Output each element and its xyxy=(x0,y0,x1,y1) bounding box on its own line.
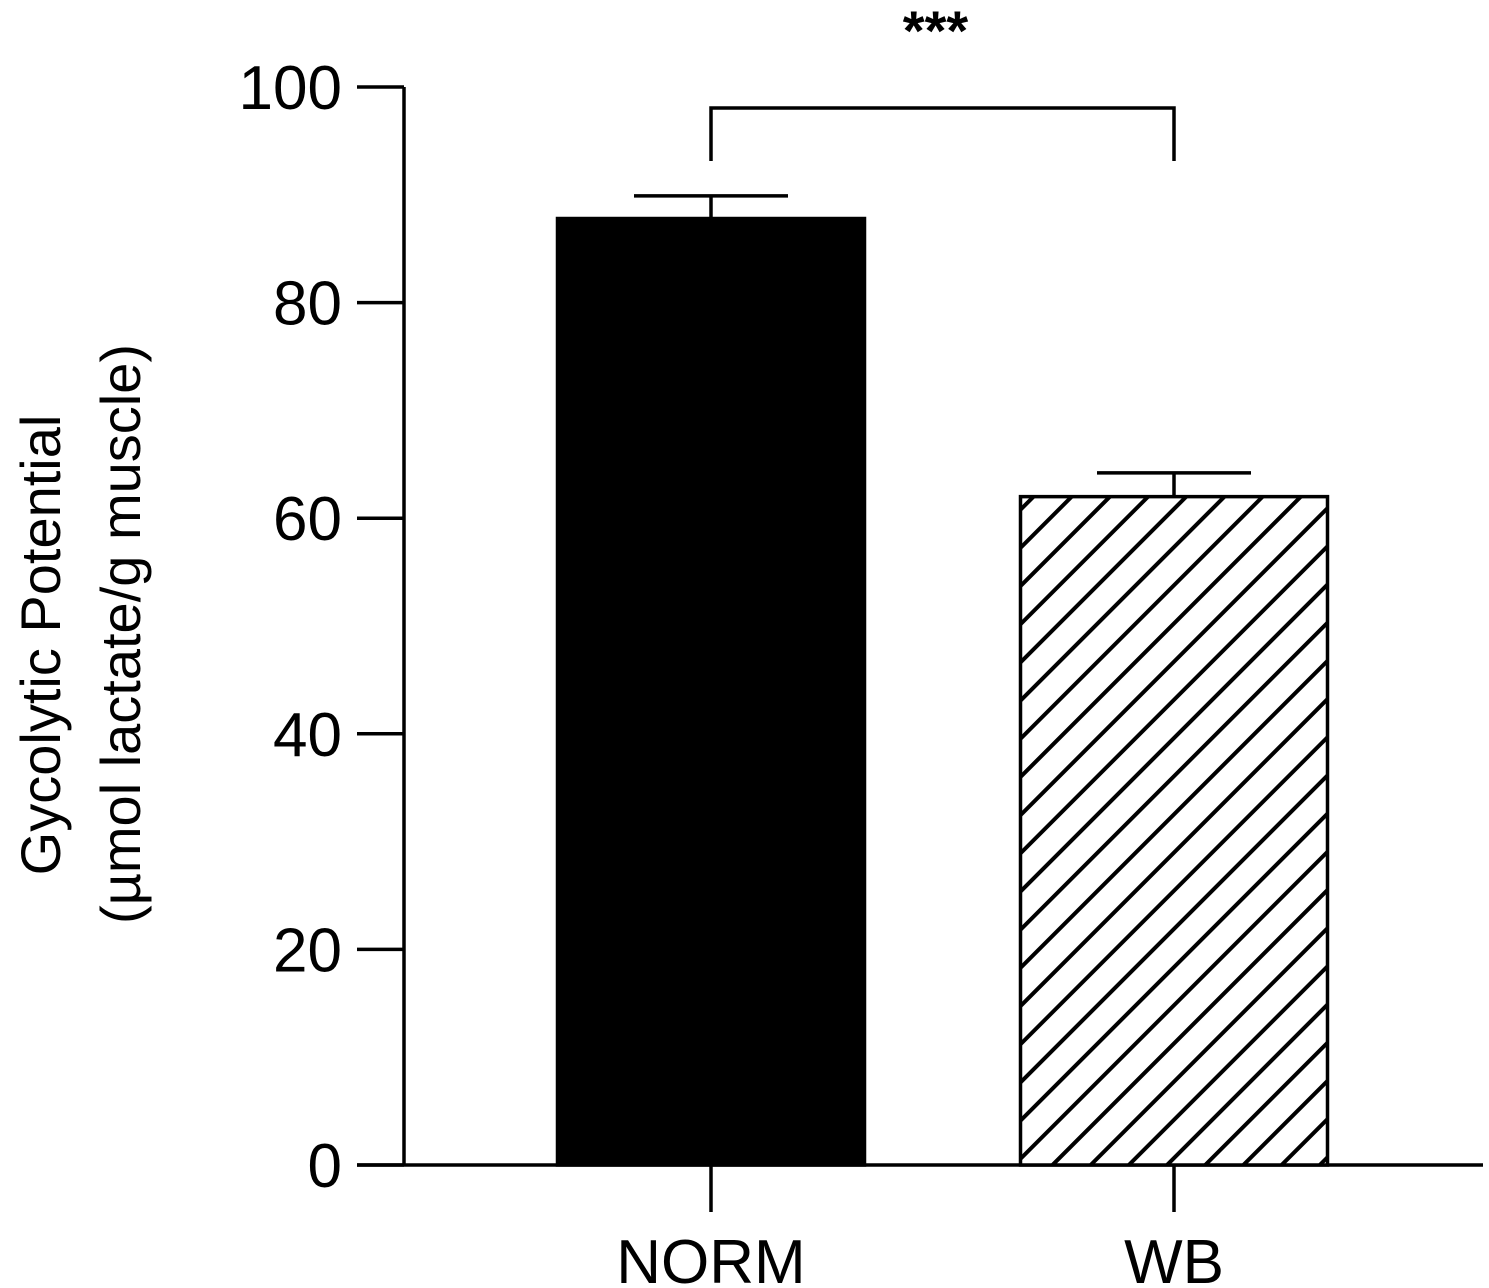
y-tick-label: 0 xyxy=(308,1132,342,1201)
significance-bracket: *** xyxy=(709,0,1176,161)
y-tick-label: 20 xyxy=(273,916,342,985)
y-tick-label: 40 xyxy=(273,701,342,770)
significance-label: *** xyxy=(903,0,969,62)
y-axis-title-line1: Gycolytic Potential xyxy=(9,415,72,876)
y-axis: 0 20 40 60 80 100 xyxy=(239,54,406,1201)
y-axis-title-line2: (µmol lactate/g muscle) xyxy=(89,344,152,924)
bar-norm xyxy=(555,216,867,1167)
x-tick-label-wb: WB xyxy=(1124,1228,1224,1288)
bar-wb xyxy=(1018,494,1330,1167)
y-tick-label: 100 xyxy=(239,54,342,123)
y-tick-label: 60 xyxy=(273,485,342,554)
significance-line xyxy=(709,106,1176,161)
x-tick-label-norm: NORM xyxy=(616,1228,805,1288)
x-axis: NORM WB xyxy=(357,1163,1483,1288)
bars xyxy=(555,194,1330,1167)
y-tick-label: 80 xyxy=(273,270,342,339)
